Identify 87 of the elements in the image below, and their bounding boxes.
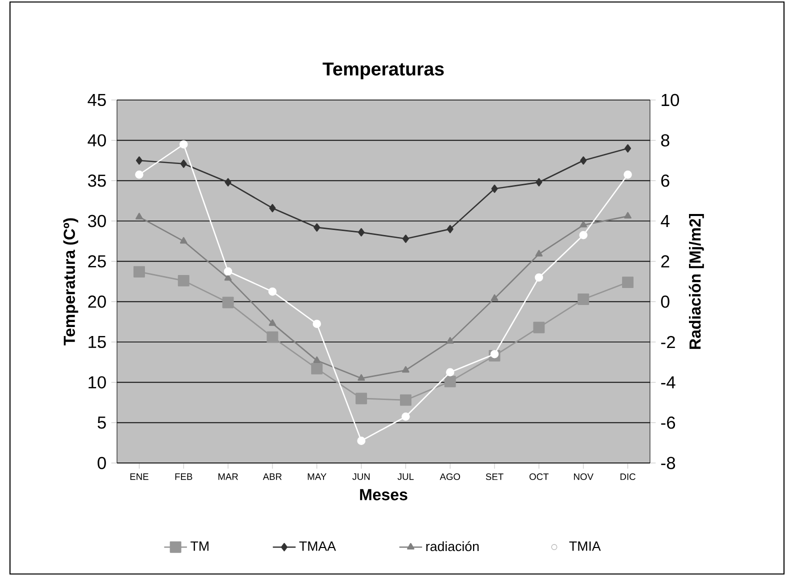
y2-tick-label: 10 [662, 94, 680, 106]
x-tick-label: MAR [218, 473, 238, 480]
x-tick-label: MAY [308, 473, 326, 480]
point [400, 394, 412, 406]
x-tick-label: DIC [620, 473, 636, 480]
point [444, 376, 456, 388]
point [624, 144, 632, 153]
point [224, 267, 232, 276]
y2-tick-label: -2 [661, 336, 675, 348]
y-tick-label: 0 [98, 456, 106, 470]
y-tick-label: 30 [88, 214, 106, 228]
x-tick-label: JUN [352, 473, 370, 480]
y2-tick-label: 6 [661, 174, 670, 187]
point [402, 412, 410, 421]
point [180, 237, 188, 244]
x-tick-label: FEB [175, 473, 192, 480]
y-tick-label: 20 [88, 296, 106, 308]
point [402, 234, 409, 243]
point [269, 204, 276, 212]
y2-tick-label: -8 [661, 456, 676, 470]
point [224, 178, 232, 186]
point [624, 212, 632, 219]
y2-tick-label: -4 [661, 376, 676, 388]
point [402, 366, 410, 373]
point [446, 337, 454, 344]
point [136, 212, 143, 220]
point [266, 331, 278, 343]
point [268, 287, 277, 296]
x-tick-label: ENE [130, 473, 148, 480]
point [178, 274, 190, 286]
legend-label: TM [190, 542, 208, 551]
y2-tick-label: 4 [660, 215, 670, 227]
point [136, 156, 142, 165]
point [358, 374, 365, 381]
point [312, 320, 322, 328]
point [357, 436, 366, 445]
y-axis-title: Temperatura (Cº) [63, 218, 78, 346]
point [133, 266, 145, 278]
x-tick-label: SET [486, 473, 504, 480]
y-tick-label: 25 [88, 255, 106, 268]
point [224, 274, 232, 281]
y2-tick-label: 2 [661, 255, 670, 268]
point [358, 228, 365, 236]
y-tick-label: 10 [88, 376, 106, 388]
y-tick-label: 40 [88, 134, 106, 146]
point [446, 368, 454, 376]
point [268, 319, 276, 326]
y2-tick-label: -6 [661, 416, 676, 429]
legend-label: TMIA [569, 542, 601, 551]
x-tick-label: NOV [574, 473, 594, 480]
point [536, 178, 542, 186]
legend-label: TMAA [299, 542, 336, 551]
point [222, 296, 234, 308]
point [580, 220, 588, 228]
y-tick-label: 35 [88, 174, 106, 187]
y-tick-label: 45 [88, 94, 106, 106]
point [179, 140, 188, 148]
point [311, 362, 323, 374]
x-tick-label: AGO [440, 473, 460, 480]
point [490, 350, 499, 358]
y-tick-label: 15 [88, 336, 106, 348]
point [446, 224, 454, 234]
point [135, 170, 144, 179]
point [490, 294, 498, 301]
point [356, 392, 368, 404]
point [314, 223, 320, 232]
point [491, 184, 498, 193]
point [624, 170, 632, 179]
x-tick-label: ABR [262, 473, 282, 480]
point [533, 322, 545, 334]
y2-tick-label: 0 [661, 296, 670, 308]
y2-tick-label: 8 [661, 134, 670, 146]
legend-label: radiación [426, 541, 479, 552]
x-tick-label: OCT [530, 473, 549, 480]
y-tick-label: 5 [98, 416, 106, 429]
chart-title: Temperaturas [322, 62, 444, 80]
point [622, 276, 634, 288]
point [534, 273, 544, 282]
point [535, 250, 543, 256]
y2-axis-title: Radiación [Mj/m2] [688, 214, 704, 349]
point [580, 156, 587, 165]
point [180, 160, 187, 168]
point [579, 230, 588, 240]
x-tick-label: JUL [398, 473, 414, 480]
point [578, 294, 590, 305]
point [313, 356, 321, 363]
x-axis-title: Meses [360, 489, 408, 500]
